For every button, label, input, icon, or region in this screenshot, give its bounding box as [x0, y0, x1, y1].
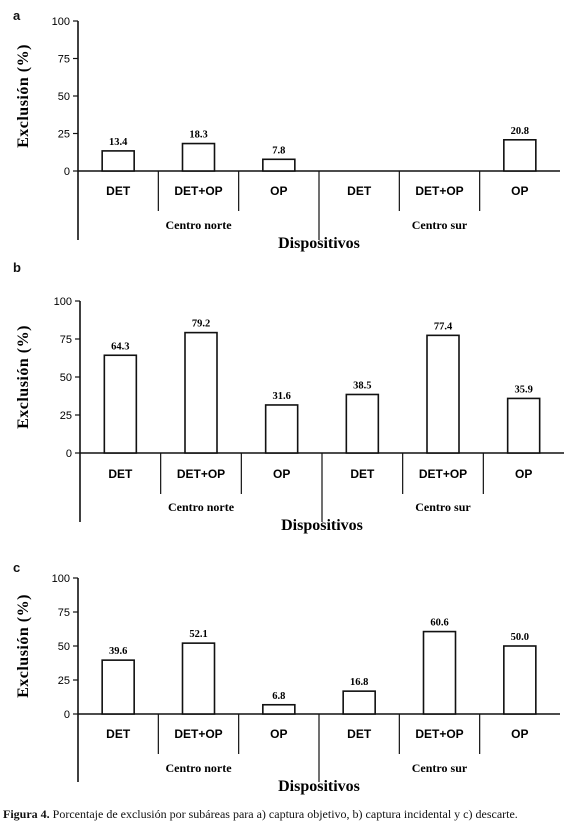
y-tick-label: 0	[66, 448, 72, 460]
bar	[422, 630, 457, 715]
bar	[184, 331, 218, 454]
data-label: 38.5	[353, 380, 371, 391]
category-label: DET	[347, 727, 372, 741]
y-tick-label: 100	[54, 296, 72, 308]
y-tick-label: 100	[52, 573, 70, 585]
bar-chart-c: 0 25 50 75 100 Exclusión (%) 39.6 DET 52.1 DET+OP…	[15, 573, 560, 795]
data-label: 77.4	[434, 321, 453, 332]
panel-letter: a	[13, 8, 21, 23]
category-label: DET	[108, 467, 133, 481]
category-label: OP	[511, 184, 528, 198]
group-label: Centro sur	[415, 500, 471, 514]
panel-letter: b	[13, 260, 21, 275]
x-axis-label: Dispositivos	[278, 778, 360, 795]
category-label: OP	[270, 184, 287, 198]
panel-letter: c	[13, 560, 21, 575]
category-label: DET+OP	[174, 727, 222, 741]
y-tick-label: 0	[64, 166, 70, 178]
category-label: DET+OP	[415, 184, 463, 198]
bar	[506, 397, 541, 454]
bar	[181, 142, 216, 172]
y-tick-label: 50	[58, 641, 70, 653]
data-label: 50.0	[511, 632, 529, 643]
data-label: 60.6	[430, 618, 448, 629]
y-tick-label: 50	[58, 91, 70, 103]
y-tick-label: 50	[60, 372, 72, 384]
data-label: 31.6	[272, 391, 290, 402]
data-label: 64.3	[111, 341, 129, 352]
chart-panel-c: c 0 25 50 75 100 Exclusión (%) 39.6 DET 52.1 DET+…	[0, 560, 571, 802]
data-label: 13.4	[109, 137, 128, 148]
data-label: 16.8	[350, 677, 368, 688]
data-label: 18.3	[189, 130, 207, 141]
y-tick-label: 25	[58, 675, 70, 687]
y-tick-label: 0	[64, 709, 70, 721]
category-label: OP	[515, 467, 532, 481]
category-label: DET	[106, 727, 131, 741]
y-tick-label: 25	[60, 410, 72, 422]
data-label: 39.6	[109, 646, 127, 657]
bar	[262, 158, 296, 172]
chart-panel-b: b 0 25 50 75 100 Exclusión (%) 64.3 DET 79.2 DET+…	[0, 260, 571, 537]
group-label: Centro norte	[165, 218, 232, 232]
bar	[503, 139, 537, 172]
category-label: OP	[270, 727, 287, 741]
y-axis-label: Exclusión (%)	[15, 325, 32, 429]
bar	[101, 150, 135, 172]
category-label: DET+OP	[419, 467, 467, 481]
group-label: Centro norte	[165, 761, 232, 775]
y-tick-label: 75	[58, 607, 70, 619]
bar	[426, 334, 460, 454]
figure-caption: Figura 4. Porcentaje de exclusión por su…	[3, 807, 518, 822]
category-label: OP	[511, 727, 528, 741]
y-tick-label: 75	[58, 54, 70, 66]
category-label: OP	[273, 467, 290, 481]
caption-text: Porcentaje de exclusión por subáreas par…	[52, 807, 518, 821]
data-label: 20.8	[511, 126, 529, 137]
bar-chart-b: 0 25 50 75 100 Exclusión (%) 64.3 DET 79.2 DET+OP…	[15, 296, 564, 534]
y-tick-label: 75	[60, 334, 72, 346]
bar	[345, 393, 380, 454]
category-label: DET+OP	[415, 727, 463, 741]
data-label: 7.8	[272, 145, 285, 156]
data-label: 35.9	[514, 384, 532, 395]
y-axis-label: Exclusión (%)	[15, 594, 32, 698]
group-label: Centro norte	[168, 500, 235, 514]
chart-panel-a: a 0 25 50 75 100 Exclusión (%) 13.4 DET 18.3 DET+…	[0, 8, 571, 260]
bar-chart-a: 0 25 50 75 100 Exclusión (%) 13.4 DET 18.3 DET+OP…	[15, 16, 560, 252]
bar	[181, 642, 216, 715]
y-tick-label: 100	[52, 16, 70, 28]
bar	[101, 659, 135, 715]
category-label: DET	[106, 184, 131, 198]
bar	[103, 354, 138, 454]
bar	[264, 404, 299, 454]
caption-label: Figura 4.	[3, 807, 50, 821]
category-label: DET	[350, 467, 375, 481]
bar	[262, 703, 296, 715]
category-label: DET	[347, 184, 372, 198]
y-tick-label: 25	[58, 129, 70, 141]
x-axis-label: Dispositivos	[278, 235, 360, 252]
category-label: DET+OP	[177, 467, 225, 481]
group-label: Centro sur	[412, 218, 468, 232]
data-label: 52.1	[189, 629, 207, 640]
bar	[342, 690, 376, 715]
data-label: 79.2	[192, 319, 210, 330]
x-axis-label: Dispositivos	[281, 517, 363, 534]
bar	[503, 645, 537, 715]
category-label: DET+OP	[174, 184, 222, 198]
group-label: Centro sur	[412, 761, 468, 775]
y-axis-label: Exclusión (%)	[15, 44, 32, 148]
data-label: 6.8	[272, 691, 285, 702]
